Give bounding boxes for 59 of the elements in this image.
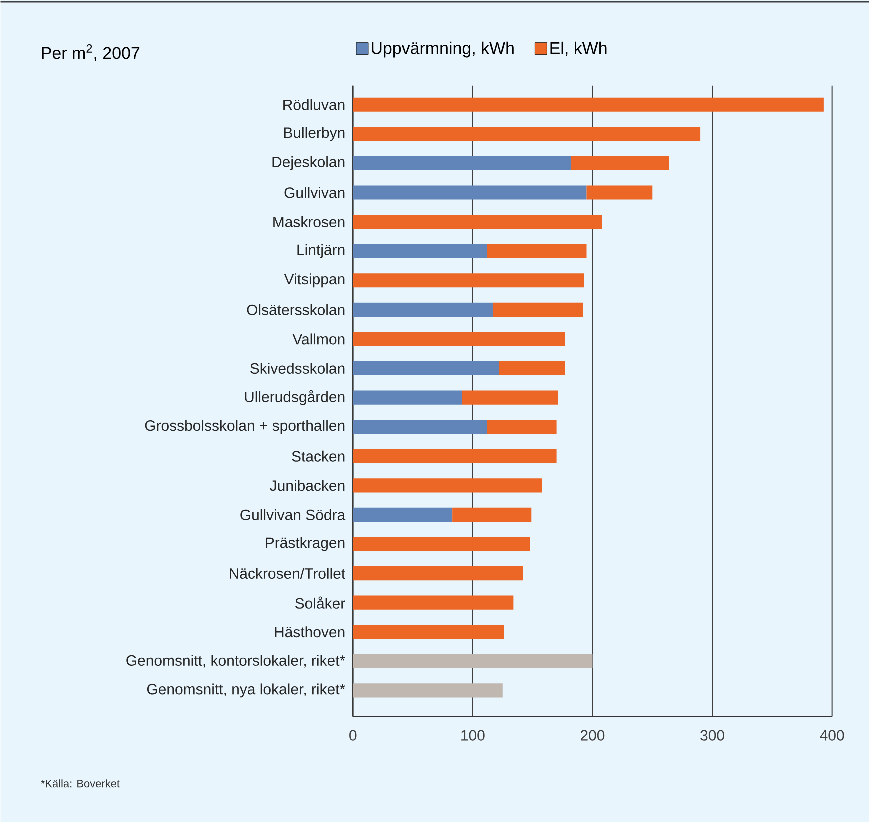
bar	[353, 596, 514, 610]
y-tick-label: Hästhoven	[275, 626, 345, 638]
y-tick-label: Dejeskolan	[272, 156, 345, 171]
bar	[353, 332, 566, 346]
legend-label: El, kWh	[550, 42, 607, 57]
bar	[353, 186, 587, 200]
bar	[353, 654, 593, 669]
y-tick-label: Olsätersskolan	[247, 304, 345, 316]
y-tick-label: Lintjärn	[298, 244, 345, 259]
y-tick-label: Stacken	[292, 451, 345, 462]
x-tick-label: 100	[462, 730, 485, 742]
y-tick-label: Maskrosen	[274, 216, 345, 228]
bar	[353, 244, 488, 259]
y-tick-label: Gullvivan Södra	[240, 510, 346, 521]
y-tick-label: Grossbolsskolan + sporthallen	[145, 420, 345, 434]
bar	[493, 303, 584, 318]
bar	[586, 186, 653, 200]
bar	[499, 362, 566, 376]
bar	[487, 244, 587, 259]
text: *Källa: Boverket	[41, 780, 120, 788]
bar	[353, 362, 500, 376]
bar	[462, 390, 558, 406]
y-tick-label: Solåker	[296, 596, 346, 610]
bar	[571, 156, 670, 171]
bar	[353, 303, 494, 318]
bar	[353, 127, 701, 142]
bar	[487, 420, 557, 434]
y-tick-label: Junibacken	[270, 480, 345, 492]
x-tick-label: 200	[580, 730, 605, 742]
y-tick-label: Vitsippan	[284, 274, 345, 288]
x-tick-label: 0	[350, 730, 357, 742]
bar	[353, 450, 557, 464]
y-tick-label: Gullvivan	[284, 187, 345, 198]
y-tick-label: Näckrosen/Trollet	[230, 568, 346, 580]
bar	[353, 390, 462, 406]
y-tick-label: Rödluvan	[284, 100, 345, 111]
x-tick-label: 300	[700, 730, 724, 742]
bar	[452, 508, 532, 522]
y-tick-label: Bullerbyn	[284, 127, 345, 142]
bar	[353, 478, 542, 493]
y-tick-label: Prästkragen	[266, 537, 345, 552]
bar	[353, 537, 530, 552]
x-tick-label: 400	[820, 730, 844, 742]
text: Per m$^{2}$, 2007	[42, 44, 140, 62]
y-tick-label: Ullerudsgården	[245, 390, 345, 406]
y-tick-label: Genomsnitt, kontorslokaler, riket*	[126, 655, 346, 668]
bar	[353, 420, 488, 434]
bar	[353, 274, 584, 288]
bar	[353, 508, 453, 522]
bar	[353, 566, 524, 581]
bar	[353, 98, 824, 112]
bar	[353, 156, 572, 171]
y-tick-label: Skivedsskolan	[250, 363, 345, 374]
bar	[353, 215, 602, 230]
bar	[353, 684, 503, 698]
legend-label: Uppvärmning, kWh	[372, 42, 514, 58]
y-tick-label: Vallmon	[292, 334, 345, 345]
y-tick-label: Genomsnitt, nya lokaler, riket*	[147, 684, 346, 698]
bar	[353, 625, 504, 640]
